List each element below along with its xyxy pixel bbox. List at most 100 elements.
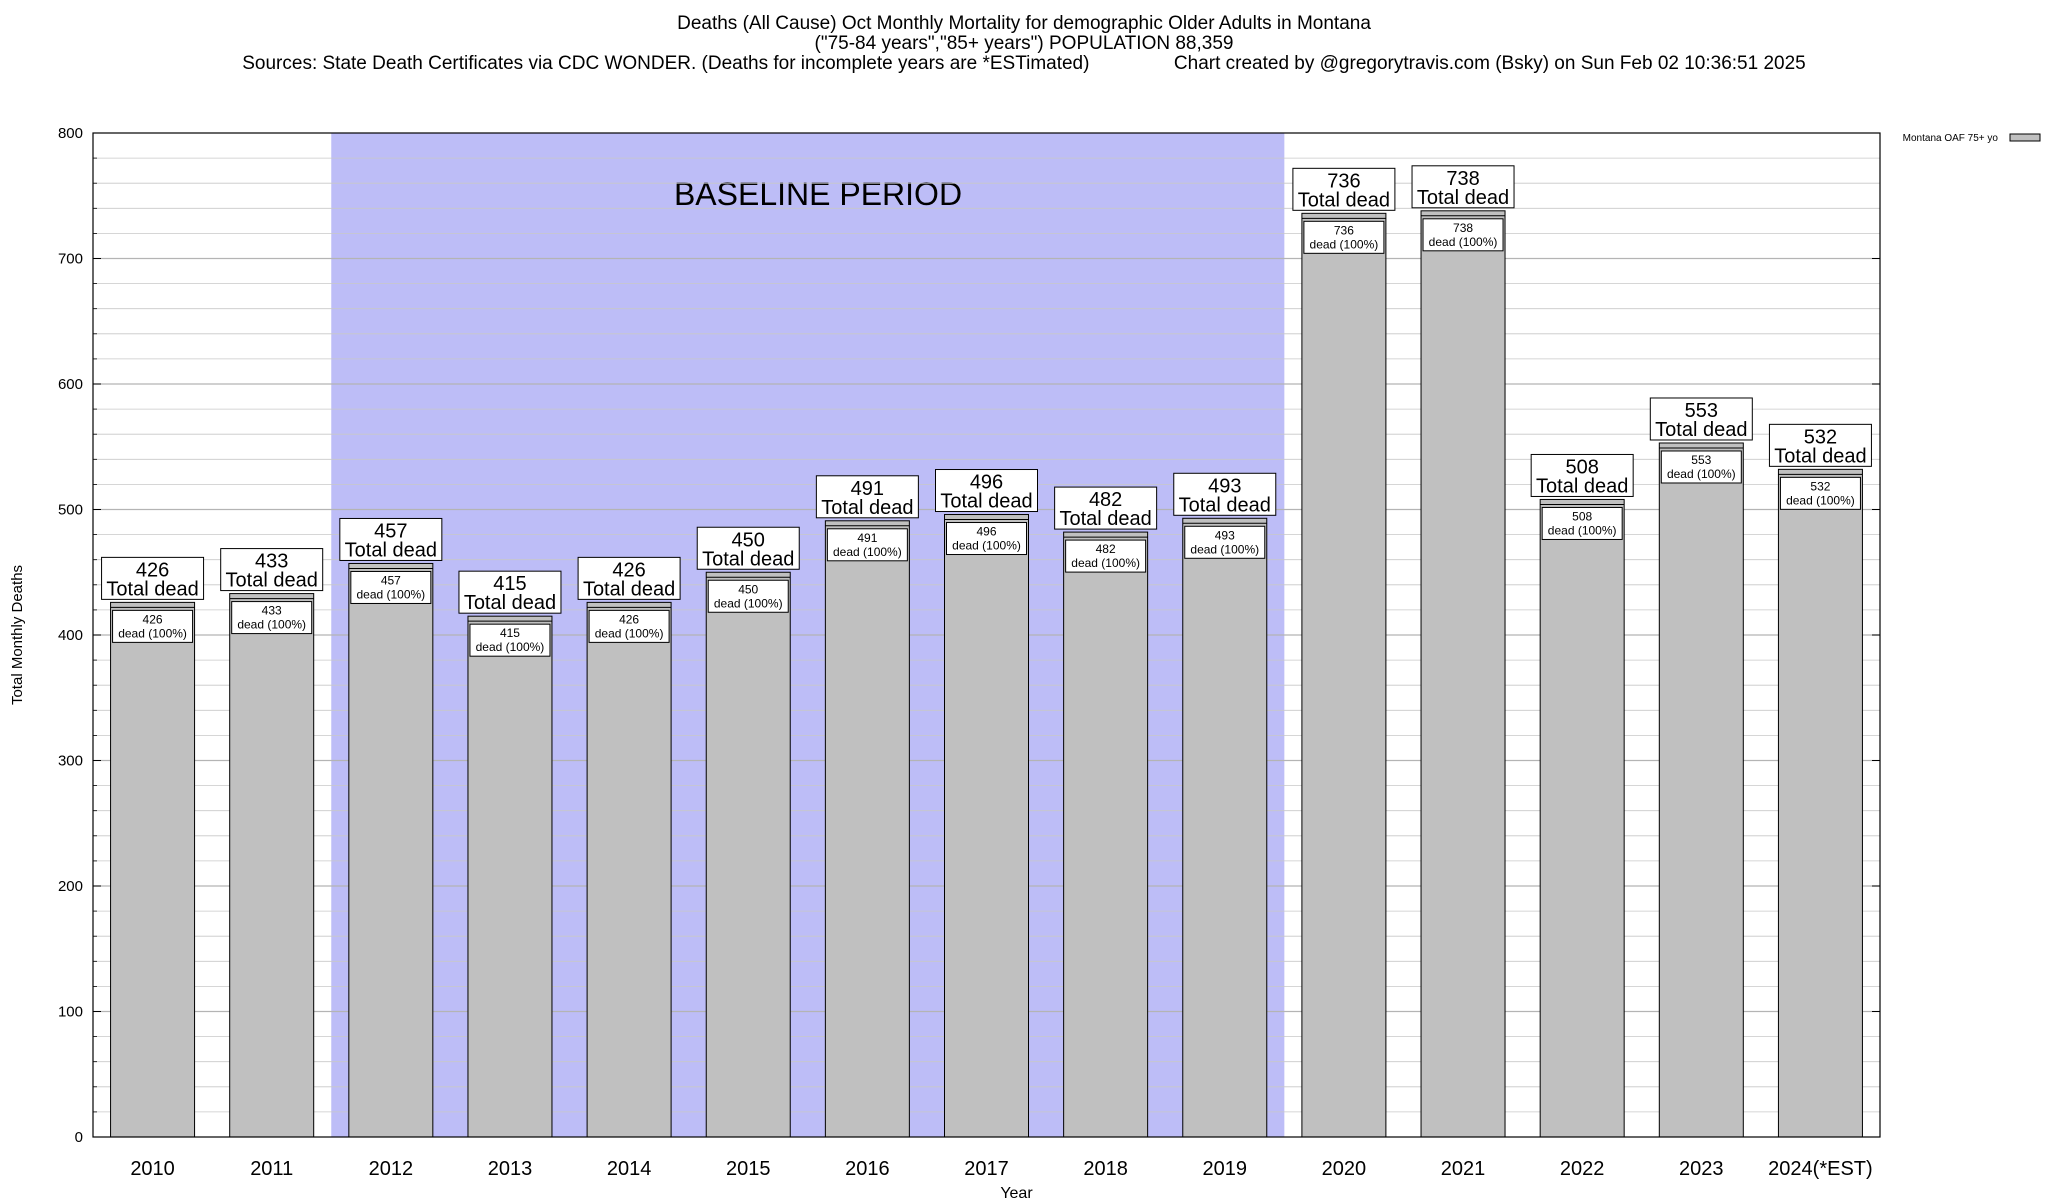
y-tick-label: 200: [58, 878, 83, 895]
total-dead-label: Total dead: [345, 539, 437, 561]
segment-label-box: [826, 528, 908, 562]
x-tick-label: 2014: [607, 1158, 652, 1180]
bar: [1420, 210, 1506, 1138]
total-value-label: 532: [1804, 426, 1837, 448]
bar: [1301, 212, 1387, 1138]
total-value-label: 736: [1327, 170, 1360, 192]
y-tick-label: 300: [58, 753, 83, 770]
y-tick-label: 800: [58, 125, 83, 142]
total-dead-label: Total dead: [226, 570, 318, 592]
total-dead-label: Total dead: [1417, 187, 1509, 209]
segment-value-label: 426: [619, 612, 639, 626]
segment-value-label: 415: [500, 626, 520, 640]
y-tick-label: 700: [58, 251, 83, 268]
bar: [1658, 442, 1744, 1138]
total-dead-label: Total dead: [464, 592, 556, 614]
bar: [705, 571, 791, 1138]
y-tick-label: 100: [58, 1004, 83, 1021]
segment-label-box: [1541, 506, 1623, 540]
total-label-box: [577, 556, 681, 600]
segment-percent-label: dead (100%): [714, 596, 783, 610]
segment-value-label: 426: [143, 612, 163, 626]
segment-percent-label: dead (100%): [1310, 237, 1379, 251]
segment-label-box: [707, 579, 789, 613]
total-value-label: 415: [493, 573, 526, 595]
x-tick-label: 2016: [845, 1158, 890, 1180]
y-tick-label: 0: [75, 1129, 83, 1146]
total-value-label: 491: [851, 478, 884, 500]
chart-title: Deaths (All Cause) Oct Monthly Mortality…: [677, 13, 1371, 34]
legend-entry-label: Montana OAF 75+ yo: [1903, 133, 1999, 144]
total-dead-label: Total dead: [1179, 494, 1271, 516]
bar: [110, 601, 196, 1138]
total-value-label: 450: [732, 529, 765, 551]
bar: [944, 514, 1029, 1138]
segment-percent-label: dead (100%): [476, 640, 545, 654]
chart-sources: Sources: State Death Certificates via CD…: [242, 53, 1806, 74]
segment-value-label: 496: [976, 525, 996, 539]
x-tick-label: 2019: [1203, 1158, 1248, 1180]
segment-percent-label: dead (100%): [1548, 523, 1617, 537]
segment-value-label: 433: [262, 604, 282, 618]
segment-percent-label: dead (100%): [118, 626, 187, 640]
total-value-label: 433: [255, 551, 288, 573]
bar: [348, 562, 434, 1138]
segment-value-label: 532: [1810, 479, 1830, 493]
baseline-period-label: BASELINE PERIOD: [674, 176, 962, 212]
y-tick-label: 600: [58, 376, 83, 393]
bar: [586, 601, 672, 1138]
segment-label-box: [1660, 450, 1742, 484]
bar: [1539, 498, 1625, 1138]
bar: [824, 520, 910, 1138]
total-dead-label: Total dead: [583, 578, 675, 600]
x-tick-label: 2018: [1083, 1158, 1128, 1180]
total-dead-label: Total dead: [821, 497, 913, 519]
x-tick-label: 2013: [488, 1158, 533, 1180]
segment-percent-label: dead (100%): [1667, 467, 1736, 481]
total-label-box: [1768, 423, 1872, 467]
total-label-box: [458, 570, 562, 614]
total-label-box: [101, 556, 205, 600]
segment-label-box: [469, 623, 551, 657]
total-label-box: [339, 517, 443, 561]
bar: [1063, 531, 1149, 1138]
x-tick-label: 2017: [964, 1158, 1009, 1180]
legend-swatch: [2009, 133, 2041, 142]
bar: [229, 593, 315, 1138]
x-tick-label: 2024(*EST): [1768, 1158, 1873, 1180]
total-value-label: 426: [612, 559, 645, 581]
segment-label-box: [231, 601, 313, 635]
segment-label-box: [1422, 218, 1504, 252]
total-dead-label: Total dead: [702, 548, 794, 570]
total-dead-label: Total dead: [1298, 189, 1390, 211]
total-dead-label: Total dead: [106, 578, 198, 600]
total-dead-label: Total dead: [1536, 475, 1628, 497]
x-tick-label: 2015: [726, 1158, 771, 1180]
bar: [1777, 468, 1863, 1138]
segment-value-label: 553: [1691, 453, 1711, 467]
segment-label-box: [1779, 476, 1861, 510]
bar: [467, 615, 553, 1138]
y-axis-label: Total Monthly Deaths: [9, 565, 26, 705]
segment-percent-label: dead (100%): [1429, 235, 1498, 249]
total-value-label: 482: [1089, 489, 1122, 511]
total-label-box: [1411, 165, 1515, 209]
x-tick-label: 2010: [130, 1158, 175, 1180]
total-label-box: [935, 469, 1038, 513]
segment-value-label: 450: [738, 582, 758, 596]
total-value-label: 553: [1685, 400, 1718, 422]
bar: [1182, 517, 1268, 1138]
total-label-box: [696, 526, 800, 570]
x-axis-label: Year: [1000, 1185, 1033, 1200]
segment-percent-label: dead (100%): [237, 618, 306, 632]
x-tick-label: 2023: [1679, 1158, 1724, 1180]
chart-titles: Deaths (All Cause) Oct Monthly Mortality…: [0, 14, 2048, 74]
